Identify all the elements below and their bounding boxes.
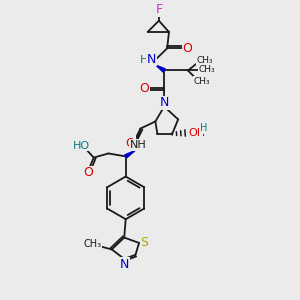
Text: CH₃: CH₃ [197,56,213,65]
Text: H: H [140,55,148,65]
Text: CH₃: CH₃ [199,65,215,74]
Text: O: O [182,42,192,55]
Text: N: N [120,258,130,271]
Text: CH₃: CH₃ [84,239,102,249]
Polygon shape [125,151,135,158]
Text: NH: NH [130,140,146,150]
Text: O: O [84,167,94,179]
Text: H: H [200,123,207,133]
Text: S: S [140,236,148,249]
Text: O: O [125,137,135,150]
Text: HO: HO [73,141,90,151]
Text: CH₃: CH₃ [194,77,211,86]
Text: OH: OH [189,128,206,138]
Text: F: F [155,3,163,16]
Text: N: N [147,53,157,66]
Polygon shape [156,65,165,72]
Text: O: O [140,82,150,95]
Text: N: N [160,96,169,109]
